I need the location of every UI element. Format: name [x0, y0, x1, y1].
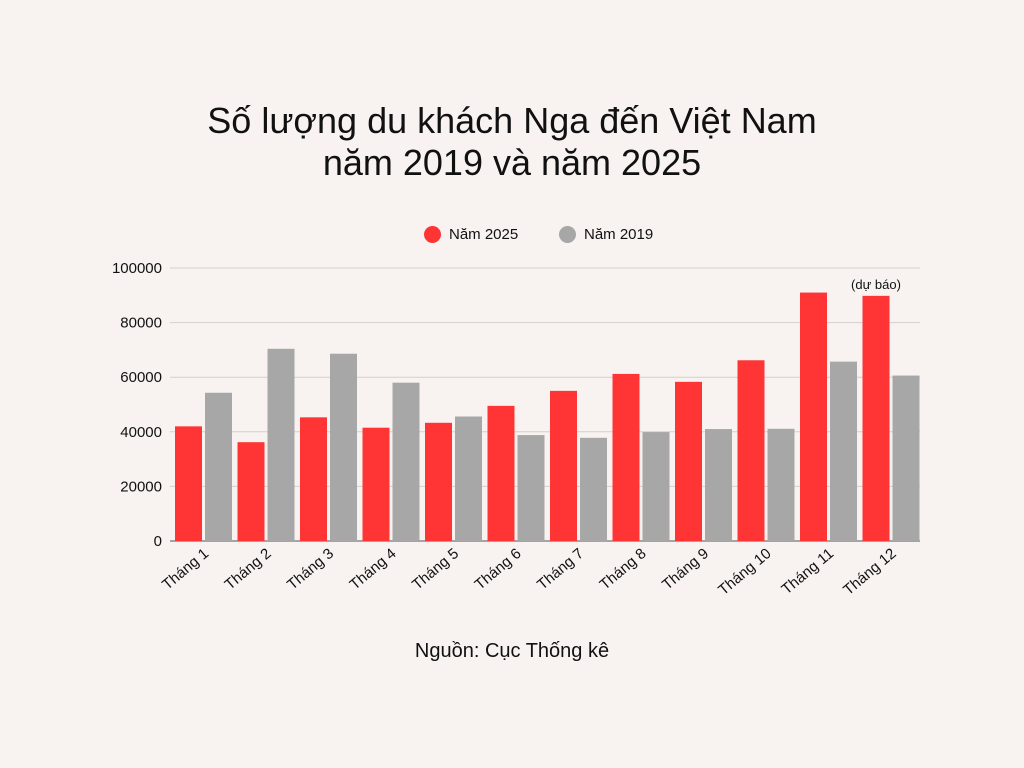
legend-item-2025: Năm 2025 [424, 226, 518, 243]
bar-2019: Tháng 2 — Năm 2019: 70400 [267, 348, 295, 541]
y-tick-label: 60000 [120, 369, 162, 386]
x-tick-label: Tháng 9 [659, 545, 712, 593]
x-tick-label: Tháng 3 [284, 545, 337, 593]
bar-2019: Tháng 11 — Năm 2019: 65700 [830, 361, 857, 541]
bar-2025: Tháng 6 — Năm 2025: 49500 [487, 405, 515, 541]
y-tick-label: 20000 [120, 478, 162, 495]
y-tick-label: 40000 [120, 424, 162, 441]
bar-2019: Tháng 12 — Năm 2019: 60600 [892, 375, 920, 541]
bar-2019: Tháng 1 — Năm 2019: 54300 [205, 392, 232, 541]
x-tick-label: Tháng 7 [534, 545, 587, 593]
bar-2019: Tháng 4 — Năm 2019: 58000 [392, 382, 420, 541]
x-tick-label: Tháng 11 [778, 545, 837, 598]
bar-2025: Tháng 3 — Năm 2025: 45300 [300, 417, 327, 541]
bar-2019: Tháng 6 — Năm 2019: 38800 [517, 435, 545, 541]
source-note: Nguồn: Cục Thống kê [414, 640, 610, 662]
bar-2025: Tháng 5 — Năm 2025: 43300 [425, 422, 452, 541]
y-tick-label: 100000 [112, 260, 162, 277]
y-tick-label: 80000 [120, 315, 162, 332]
forecast-annotation: (dự báo) [851, 277, 901, 292]
x-tick-label: Tháng 4 [346, 545, 399, 593]
legend-swatch-2025 [424, 226, 441, 243]
legend-swatch-2019 [559, 226, 576, 243]
bar-2025: Tháng 10 — Năm 2025: 66200 [737, 360, 765, 541]
legend-label-2019: Năm 2019 [584, 226, 654, 243]
x-tick-label: Tháng 1 [159, 545, 212, 593]
x-tick-label: Tháng 8 [596, 545, 649, 593]
y-tick-label: 0 [154, 533, 162, 550]
bar-2019: Tháng 3 — Năm 2019: 68600 [330, 353, 357, 541]
bar-2025: Tháng 4 — Năm 2025: 41500 [362, 427, 390, 541]
chart-legend: Năm 2025 Năm 2019 [0, 226, 1024, 248]
bar-2025: Tháng 11 — Năm 2025: 91000 [800, 292, 827, 541]
bar-2019: Tháng 9 — Năm 2019: 41000 [705, 429, 732, 541]
bar-2025: Tháng 12 — Năm 2025: 89800 [862, 295, 890, 541]
chart-title-line1: Số lượng du khách Nga đến Việt Nam [207, 100, 817, 141]
bar-2025: Tháng 2 — Năm 2025: 36200 [237, 442, 265, 541]
x-tick-label: Tháng 2 [221, 545, 274, 593]
x-tick-label: Tháng 5 [409, 545, 462, 593]
x-tick-label: Tháng 10 [715, 545, 774, 599]
x-tick-label: Tháng 12 [840, 545, 899, 599]
bar-2025: Tháng 8 — Năm 2025: 61200 [612, 373, 640, 541]
bar-2019: Tháng 7 — Năm 2019: 37800 [580, 437, 607, 541]
x-tick-label: Tháng 6 [471, 545, 524, 593]
bar-2019: Tháng 8 — Năm 2019: 39900 [642, 432, 670, 541]
chart-title: Số lượng du khách Nga đến Việt Nam năm 2… [0, 100, 1024, 184]
bar-2019: Tháng 10 — Năm 2019: 41100 [767, 428, 795, 541]
chart-title-line2: năm 2019 và năm 2025 [322, 142, 702, 183]
legend-item-2019: Năm 2019 [559, 226, 653, 243]
bar-2025: Tháng 1 — Năm 2025: 42000 [175, 426, 202, 541]
legend-label-2025: Năm 2025 [449, 226, 519, 243]
bar-2019: Tháng 5 — Năm 2019: 45600 [455, 416, 482, 541]
bar-2025: Tháng 7 — Năm 2025: 55000 [550, 390, 577, 541]
bar-2025: Tháng 9 — Năm 2025: 58300 [675, 381, 702, 541]
